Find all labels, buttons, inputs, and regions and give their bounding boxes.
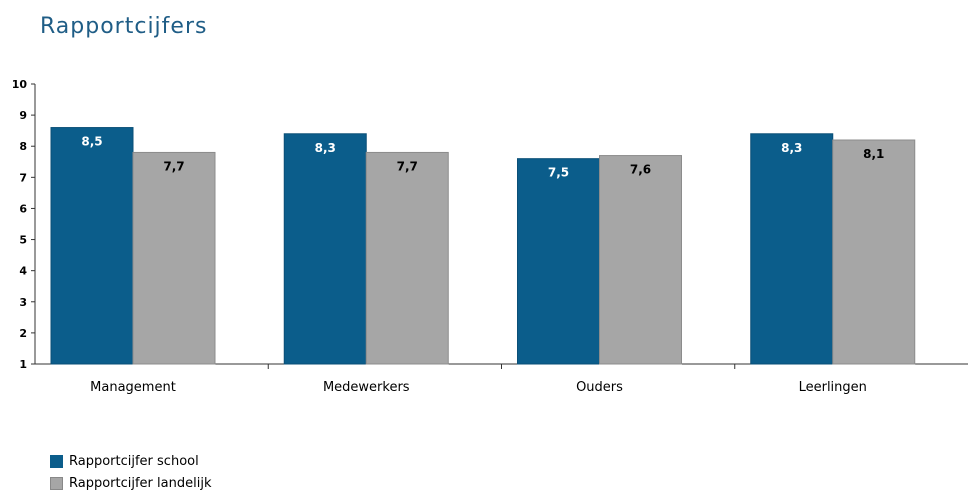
- bar-school: [283, 133, 367, 365]
- legend-swatch-landelijk: [50, 476, 63, 490]
- y-tick-label: 5: [19, 234, 27, 247]
- category-label: Management: [90, 380, 176, 395]
- data-label: 8,3: [781, 141, 802, 155]
- legend-label-school: Rapportcijfer school: [69, 453, 199, 469]
- y-tick-label: 1: [19, 358, 27, 371]
- bar-chart: 1 2 3 4 5 6 7 8 9 10 8,5 7,7 Management 8,3 7,7 Medewer…: [12, 78, 968, 395]
- data-label: 7,7: [163, 159, 184, 173]
- category-label: Medewerkers: [323, 380, 410, 395]
- y-tick-label: 7: [19, 171, 27, 184]
- y-tick-label: 8: [19, 140, 27, 153]
- bar-landelijk: [365, 151, 449, 365]
- data-label: 7,6: [630, 163, 651, 177]
- bar-landelijk: [832, 139, 916, 365]
- data-label: 7,5: [548, 166, 569, 180]
- legend-label-landelijk: Rapportcijfer landelijk: [69, 475, 212, 491]
- legend: Rapportcijfer school Rapportcijfer lande…: [50, 450, 211, 494]
- bar-school: [50, 127, 134, 365]
- y-tick-label: 9: [19, 109, 27, 122]
- bar-landelijk: [599, 155, 682, 365]
- category-label: Leerlingen: [799, 380, 867, 395]
- y-tick-label: 4: [19, 265, 27, 278]
- legend-item-landelijk: Rapportcijfer landelijk: [50, 472, 211, 494]
- bar-school: [750, 133, 834, 365]
- data-label: 8,5: [81, 135, 102, 149]
- legend-item-school: Rapportcijfer school: [50, 450, 211, 472]
- data-label: 8,1: [863, 147, 884, 161]
- data-label: 8,3: [315, 141, 336, 155]
- bar-school: [517, 158, 600, 365]
- chart-title: Rapportcijfers: [40, 14, 208, 39]
- y-tick-label: 6: [19, 202, 27, 215]
- legend-swatch-school: [50, 454, 63, 468]
- y-tick-label: 10: [12, 78, 28, 91]
- bar-landelijk: [132, 151, 216, 365]
- category-label: Ouders: [576, 380, 623, 395]
- y-tick-label: 3: [19, 296, 27, 309]
- y-tick-label: 2: [19, 327, 27, 340]
- data-label: 7,7: [397, 159, 418, 173]
